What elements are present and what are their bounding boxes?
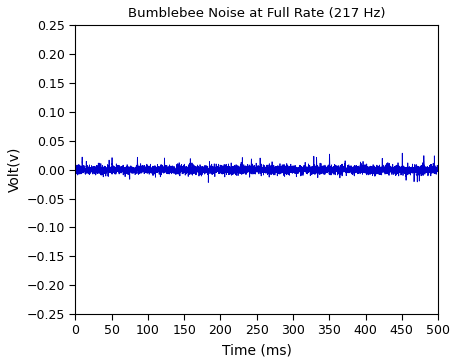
X-axis label: Time (ms): Time (ms)	[222, 343, 292, 357]
Y-axis label: Volt(v): Volt(v)	[7, 147, 21, 192]
Title: Bumblebee Noise at Full Rate (217 Hz): Bumblebee Noise at Full Rate (217 Hz)	[128, 7, 386, 20]
